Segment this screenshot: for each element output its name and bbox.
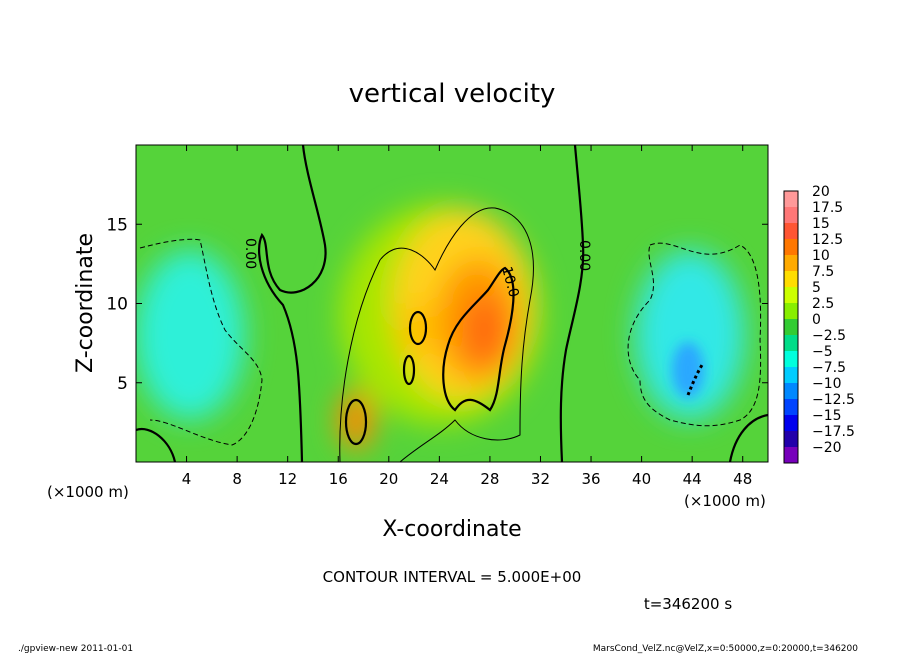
plot-area: 0.00 0.00 10.0 bbox=[136, 145, 768, 462]
colorbar-swatch bbox=[784, 399, 798, 416]
colorbar-label: 2.5 bbox=[812, 296, 834, 312]
x-tick-label: 28 bbox=[480, 470, 499, 488]
colorbar-label: 7.5 bbox=[812, 264, 834, 280]
colorbar-swatch bbox=[784, 255, 798, 272]
y-axis-label: Z-coordinate bbox=[73, 233, 98, 373]
x-axis-label: X-coordinate bbox=[382, 517, 521, 542]
right-downdraft-core bbox=[672, 342, 704, 398]
colorbar-label: 12.5 bbox=[812, 232, 843, 248]
x-tick-label: 20 bbox=[379, 470, 398, 488]
footer-right: MarsCond_VelZ.nc@VelZ,x=0:50000,z=0:2000… bbox=[593, 644, 858, 654]
y-tick-label: 15 bbox=[106, 215, 128, 235]
colorbar-label: 15 bbox=[812, 216, 830, 232]
x-tick-label: 48 bbox=[733, 470, 752, 488]
colorbar-label: 17.5 bbox=[812, 200, 843, 216]
left-upper-updraft bbox=[400, 302, 436, 358]
x-tick-label: 4 bbox=[182, 470, 192, 488]
colorbar-label: −10 bbox=[812, 376, 842, 392]
colorbar-frame bbox=[783, 190, 799, 464]
zero-contour-bottom-left bbox=[136, 427, 177, 462]
right-downdraft bbox=[635, 250, 745, 420]
colorbar-label: 0 bbox=[812, 312, 821, 328]
x-axis-ticks: 4 8 12 16 20 24 28 32 36 40 44 48 bbox=[182, 145, 752, 488]
y-tick-label: 10 bbox=[106, 295, 128, 315]
colorbar-swatch bbox=[784, 319, 798, 336]
contour-label-ten: 10.0 bbox=[498, 265, 522, 299]
chart-title: vertical velocity bbox=[349, 79, 556, 109]
x-unit-left: (×1000 m) bbox=[47, 483, 129, 501]
contour-interval: CONTOUR INTERVAL = 5.000E+00 bbox=[323, 568, 582, 586]
left-downdraft bbox=[136, 250, 245, 420]
x-tick-label: 24 bbox=[430, 470, 449, 488]
colorbar-swatch bbox=[784, 335, 798, 352]
contour-10-small bbox=[402, 354, 416, 386]
zero-contour-bottom-right bbox=[728, 413, 768, 462]
contour-labels: 0.00 0.00 10.0 bbox=[242, 238, 592, 299]
colorbar-swatch bbox=[784, 351, 798, 368]
contour-neg5-right bbox=[627, 242, 762, 427]
colorbar-label: 10 bbox=[812, 248, 830, 264]
contour-label-zero-left: 0.00 bbox=[242, 238, 258, 269]
x-tick-label: 32 bbox=[531, 470, 550, 488]
contour-neg5-left bbox=[139, 238, 263, 446]
x-tick-label: 8 bbox=[232, 470, 242, 488]
colorbar-label: −20 bbox=[812, 440, 842, 456]
colorbar-label: 20 bbox=[812, 184, 830, 200]
colorbar-label: −12.5 bbox=[812, 392, 855, 408]
colorbar-swatch bbox=[784, 191, 798, 208]
contour-lines bbox=[136, 145, 768, 462]
contour-label-zero-right: 0.00 bbox=[576, 240, 592, 271]
y-axis-ticks: 5 10 15 bbox=[106, 215, 768, 394]
colorbar-swatch bbox=[784, 207, 798, 224]
colorbar-swatch bbox=[784, 303, 798, 320]
x-tick-label: 44 bbox=[683, 470, 702, 488]
zero-contour-right bbox=[559, 145, 585, 462]
colorbar-swatch bbox=[784, 271, 798, 288]
x-tick-label: 36 bbox=[581, 470, 600, 488]
footer-left: ./gpview-new 2011-01-01 bbox=[18, 644, 133, 654]
colorbar-label: −7.5 bbox=[812, 360, 846, 376]
colorbar-swatch bbox=[784, 415, 798, 432]
contour-5-outer bbox=[339, 207, 534, 462]
updraft-core bbox=[463, 294, 507, 366]
contour-neg10-right bbox=[686, 364, 704, 396]
contour-10-left bbox=[344, 398, 368, 446]
colorbar-swatch bbox=[784, 447, 798, 464]
x-tick-label: 40 bbox=[632, 470, 651, 488]
x-tick-label: 12 bbox=[278, 470, 297, 488]
colorbar-swatch bbox=[784, 223, 798, 240]
y-tick-label: 5 bbox=[117, 374, 128, 394]
colorbar-swatch bbox=[784, 287, 798, 304]
colorbar-swatch bbox=[784, 431, 798, 448]
colorbar-label: −17.5 bbox=[812, 424, 855, 440]
colorbar-label: 5 bbox=[812, 280, 821, 296]
colorbar-swatch bbox=[784, 383, 798, 400]
zero-contour-left bbox=[258, 145, 327, 462]
x-unit-right: (×1000 m) bbox=[684, 492, 766, 510]
colorbar-swatch bbox=[784, 367, 798, 384]
colorbar-label: −15 bbox=[812, 408, 842, 424]
colorbar: 2017.51512.5107.552.50−2.5−5−7.5−10−12.5… bbox=[783, 184, 855, 464]
colorbar-label: −5 bbox=[812, 344, 833, 360]
x-tick-label: 16 bbox=[329, 470, 348, 488]
contour-10-core bbox=[442, 266, 515, 412]
contour-10-upper bbox=[408, 310, 428, 346]
time-label: t=346200 s bbox=[644, 595, 732, 613]
colorbar-label: −2.5 bbox=[812, 328, 846, 344]
colorbar-swatch bbox=[784, 239, 798, 256]
